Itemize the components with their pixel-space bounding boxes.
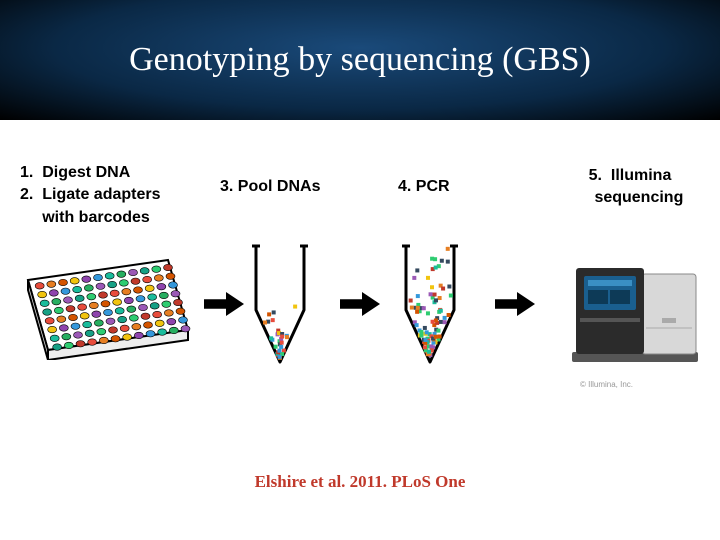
slide-title: Genotyping by sequencing (GBS) xyxy=(129,41,591,79)
step-3-label: 3. Pool DNAs xyxy=(220,178,320,196)
arrow-icon xyxy=(340,292,380,321)
arrow-icon xyxy=(495,292,535,321)
attribution-text: © Illumina, Inc. xyxy=(580,380,633,389)
sequencer-diagram xyxy=(570,260,700,365)
pool-tube-diagram xyxy=(250,240,310,370)
step-4-label: 4. PCR xyxy=(398,178,450,196)
step-1-2-label: 1. Digest DNA2. Ligate adapters with bar… xyxy=(20,162,190,229)
well-plate-diagram xyxy=(18,250,198,360)
citation-text: Elshire et al. 2011. PLoS One xyxy=(0,472,720,492)
arrow-icon xyxy=(204,292,244,321)
slide-body: 1. Digest DNA2. Ligate adapters with bar… xyxy=(0,120,720,540)
step-5-label: 5. Illumina sequencing xyxy=(560,165,700,208)
slide-header: Genotyping by sequencing (GBS) xyxy=(0,0,720,120)
pcr-tube-diagram xyxy=(400,240,460,370)
